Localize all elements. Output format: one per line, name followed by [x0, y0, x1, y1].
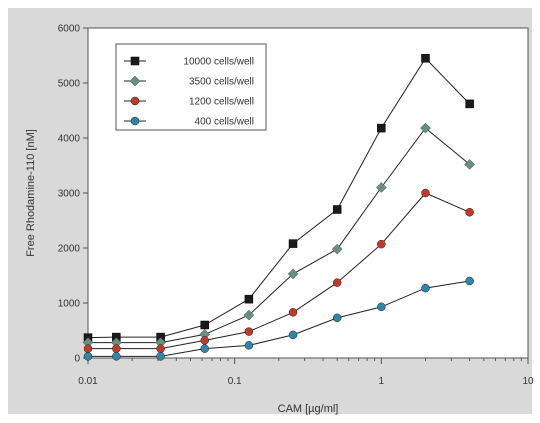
y-tick-label: 1000 [58, 299, 81, 310]
data-point [377, 123, 386, 133]
y-tick-label: 2000 [58, 244, 81, 255]
data-point [465, 99, 474, 109]
series-4 [83, 276, 474, 361]
data-point [332, 313, 342, 323]
data-point [377, 302, 386, 312]
y-tick-label: 6000 [58, 24, 81, 35]
data-point [244, 327, 254, 336]
y-tick-label: 5000 [58, 79, 81, 90]
data-point [421, 283, 430, 293]
x-axis: 0.01 0.1 1 10 [78, 358, 534, 387]
data-point [200, 320, 209, 330]
data-point [332, 205, 342, 214]
data-point [420, 122, 431, 134]
data-point [112, 344, 121, 353]
data-point [288, 239, 298, 248]
data-point [156, 352, 165, 361]
data-point [332, 278, 342, 287]
data-point [244, 294, 254, 304]
data-point [375, 182, 387, 193]
legend-marker [129, 75, 141, 87]
data-point [200, 344, 209, 353]
x-tick-label: 10 [522, 376, 534, 387]
legend: 10000 cells/well 3500 cells/well 1200 cell… [115, 43, 267, 131]
x-tick-label: 0.01 [78, 376, 98, 387]
data-point [331, 243, 343, 255]
data-point [83, 352, 93, 361]
series-line [87, 57, 470, 339]
data-point [288, 330, 298, 340]
legend-label: 10000 cells/well [183, 57, 254, 68]
data-point [244, 341, 254, 350]
data-point [243, 309, 255, 321]
legend-label: 1200 cells/well [189, 97, 254, 108]
x-tick-label: 0.1 [228, 376, 242, 387]
data-point [200, 336, 209, 345]
series-2 [82, 122, 475, 348]
data-point [112, 352, 121, 361]
data-point [288, 308, 298, 317]
legend-label: 3500 cells/well [189, 77, 254, 88]
series-layer [82, 54, 475, 361]
data-point [465, 276, 474, 286]
series-line [88, 280, 470, 357]
y-tick-label: 4000 [58, 134, 81, 145]
data-point [287, 268, 299, 280]
x-tick-label: 1 [379, 376, 385, 387]
data-point [421, 188, 430, 198]
y-tick-label: 0 [74, 354, 80, 365]
data-point [421, 54, 430, 63]
series-1 [83, 54, 474, 342]
legend-box [115, 43, 267, 131]
legend-marker [130, 96, 140, 106]
data-point [377, 239, 386, 249]
legend-marker [130, 56, 140, 66]
series-line [88, 192, 470, 350]
data-point [465, 208, 474, 217]
series-line [88, 127, 470, 344]
data-point [464, 159, 475, 170]
x-axis-title: CAM [µg/ml] [278, 403, 339, 415]
y-tick-label: 3000 [58, 189, 81, 200]
legend-label: 400 cells/well [195, 117, 254, 128]
data-point [156, 344, 165, 353]
series-3 [83, 188, 474, 353]
data-point [83, 344, 93, 353]
legend-marker [130, 116, 140, 126]
y-axis-title: Free Rhodamine-110 [nM] [25, 129, 37, 257]
